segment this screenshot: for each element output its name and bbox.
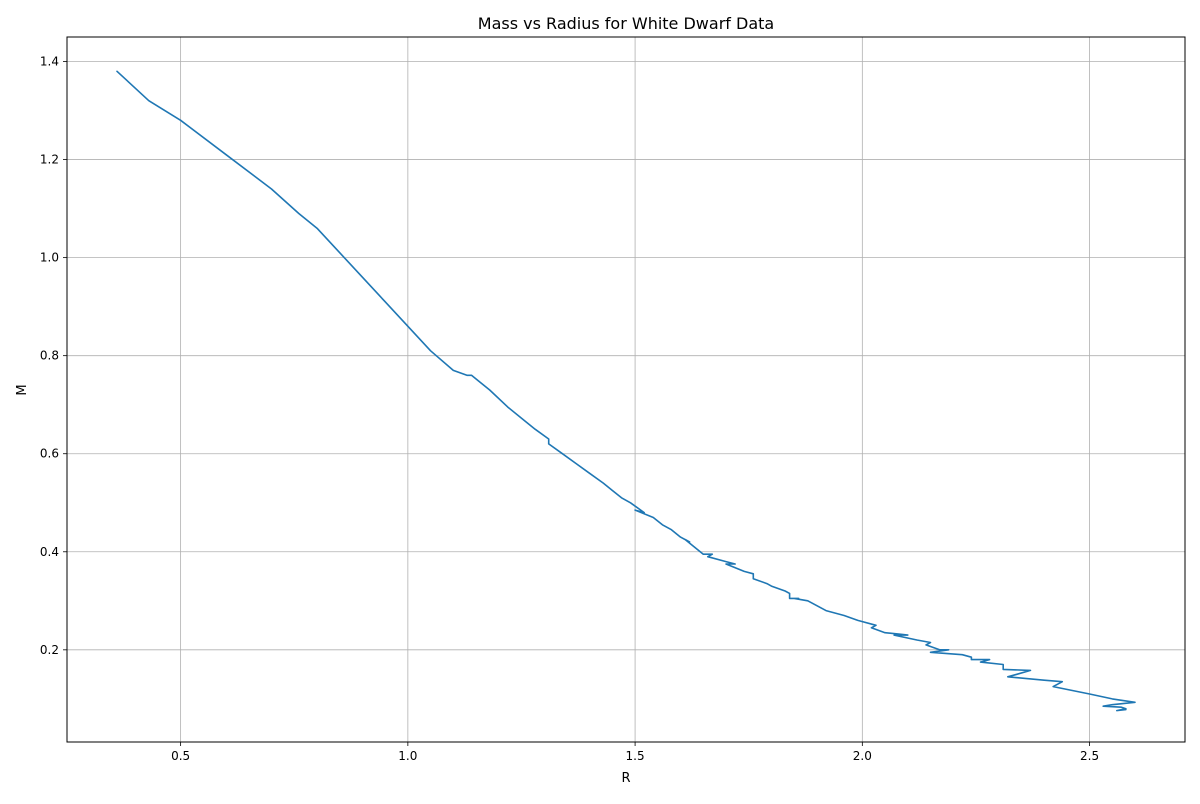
- y-tick-label: 0.6: [40, 447, 59, 461]
- y-tick-label: 0.4: [40, 545, 59, 559]
- y-tick-label: 1.4: [40, 55, 59, 69]
- series-line: [116, 70, 1136, 712]
- x-tick-label: 0.5: [171, 749, 190, 763]
- x-axis: 0.5 1.0 1.5 2.0 2.5: [171, 742, 1099, 763]
- y-tick-label: 1.0: [40, 251, 59, 265]
- x-axis-label: R: [621, 771, 630, 786]
- x-tick-label: 1.0: [398, 749, 417, 763]
- x-tick-label: 1.5: [626, 749, 645, 763]
- y-tick-label: 0.2: [40, 643, 59, 657]
- y-axis: 0.2 0.4 0.6 0.8 1.0 1.2 1.4: [40, 55, 67, 657]
- grid-lines: [67, 37, 1185, 742]
- x-tick-label: 2.5: [1080, 749, 1099, 763]
- y-tick-label: 0.8: [40, 349, 59, 363]
- chart-title: Mass vs Radius for White Dwarf Data: [478, 14, 774, 33]
- series-layer: [116, 70, 1136, 712]
- y-axis-label: M: [15, 384, 30, 395]
- x-tick-label: 2.0: [853, 749, 872, 763]
- y-tick-label: 1.2: [40, 153, 59, 167]
- plot-frame: [66, 36, 1186, 743]
